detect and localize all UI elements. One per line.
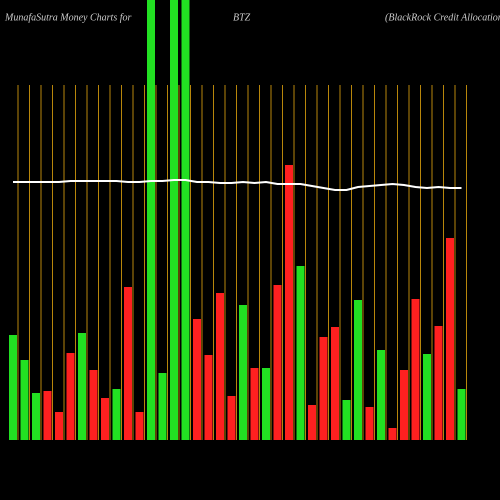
bar bbox=[20, 360, 29, 440]
bar bbox=[193, 319, 201, 440]
bar bbox=[423, 354, 431, 440]
bar bbox=[147, 0, 155, 440]
bar bbox=[204, 355, 213, 440]
bar bbox=[89, 370, 98, 440]
bar bbox=[239, 305, 247, 440]
bar bbox=[400, 370, 408, 440]
bar bbox=[66, 353, 75, 440]
bar bbox=[216, 293, 224, 440]
bar bbox=[446, 238, 454, 440]
bar bbox=[354, 300, 362, 440]
bar bbox=[78, 333, 86, 440]
bar bbox=[43, 391, 52, 440]
bar bbox=[411, 299, 420, 440]
bar bbox=[227, 396, 236, 440]
money-flow-line bbox=[13, 179, 462, 191]
subtitle: (BlackRock Credit Allocation Inc bbox=[385, 12, 500, 23]
ticker: BTZ bbox=[233, 12, 251, 23]
bar bbox=[388, 428, 397, 440]
bar bbox=[170, 0, 178, 440]
bar bbox=[319, 337, 328, 440]
bar bbox=[273, 285, 282, 440]
chart-title: MunafaSutra Money Charts for bbox=[4, 12, 131, 23]
bar bbox=[158, 373, 167, 440]
bar bbox=[457, 389, 466, 440]
bar bbox=[342, 400, 351, 440]
bar bbox=[262, 368, 270, 440]
bar bbox=[250, 368, 259, 440]
bar bbox=[285, 165, 293, 440]
bar bbox=[9, 335, 17, 440]
bar bbox=[101, 398, 109, 440]
bar bbox=[331, 327, 339, 440]
bar bbox=[377, 350, 385, 440]
bar bbox=[112, 389, 121, 440]
bar bbox=[55, 412, 63, 440]
bar bbox=[308, 405, 316, 440]
bar bbox=[365, 407, 374, 440]
bar bbox=[434, 326, 443, 440]
bar bbox=[296, 266, 305, 440]
bar bbox=[32, 393, 40, 440]
bar bbox=[181, 0, 190, 440]
bar bbox=[135, 412, 144, 440]
bar bbox=[124, 287, 132, 440]
